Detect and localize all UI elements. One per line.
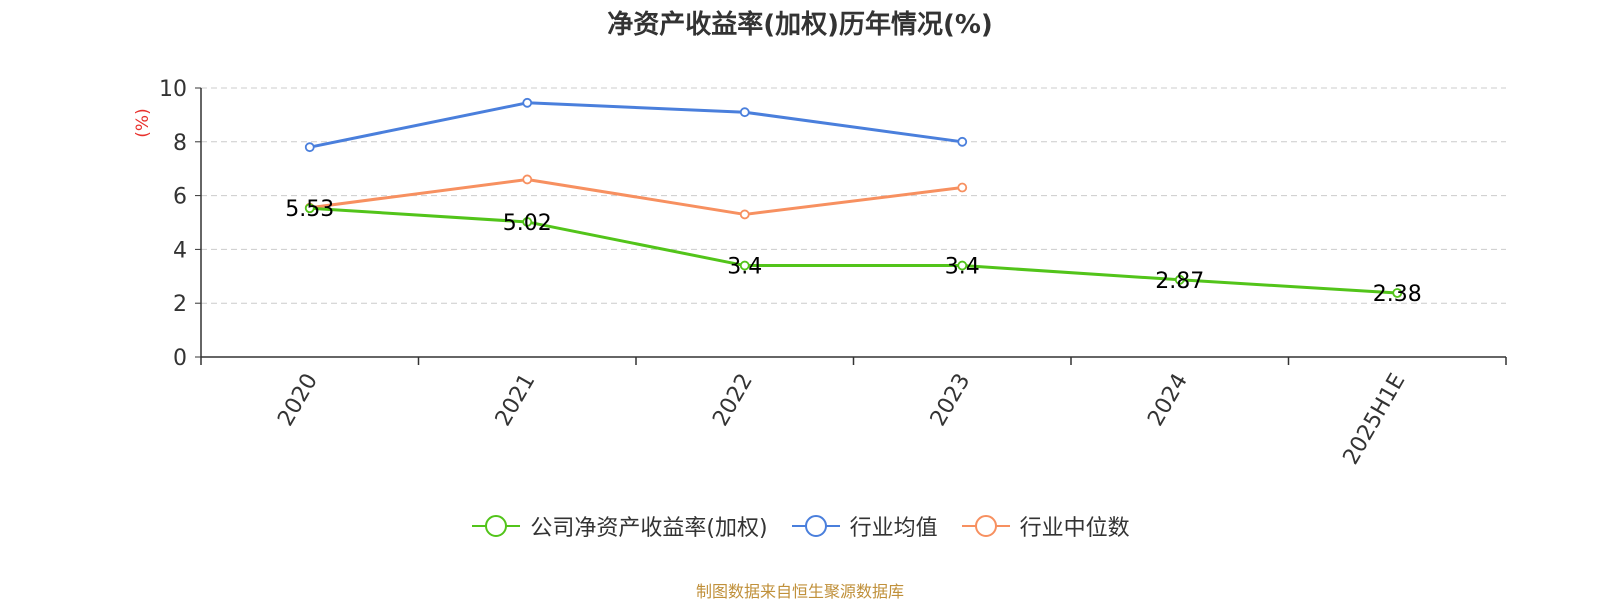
chart-title: 净资产收益率(加权)历年情况(%) <box>607 10 993 40</box>
data-label-company: 3.4 <box>727 255 762 280</box>
x-tick-label: 2025H1E <box>1339 370 1411 469</box>
x-tick-label: 2020 <box>273 370 323 431</box>
y-tick-label: 6 <box>173 185 187 210</box>
data-label-company: 2.38 <box>1373 282 1422 307</box>
data-label-company: 5.02 <box>503 211 552 236</box>
data-point-company <box>957 260 968 271</box>
y-axis-title: (%) <box>133 108 153 137</box>
legend: 公司净资产收益率(加权) 行业均值 行业中位数 <box>0 510 1600 542</box>
data-point-industry-median <box>739 209 750 220</box>
data-label-company: 3.4 <box>945 255 980 280</box>
data-point-industry-avg <box>739 107 750 118</box>
data-point-industry-median <box>522 174 533 185</box>
y-tick-label: 4 <box>173 238 187 263</box>
series-line-company <box>309 206 1398 295</box>
data-point-industry-median <box>957 182 968 193</box>
legend-label-company: 公司净资产收益率(加权) <box>530 516 768 541</box>
source-note: 制图数据来自恒生聚源数据库 <box>695 582 904 601</box>
legend-marker-company <box>472 515 521 537</box>
series-line-industry-avg <box>309 101 963 149</box>
x-tick-label: 2024 <box>1143 370 1193 431</box>
y-tick-label: 2 <box>173 292 187 317</box>
x-tick-label: 2021 <box>491 370 541 431</box>
data-point-industry-avg <box>957 136 968 147</box>
y-tick-label: 8 <box>173 131 187 156</box>
data-point-industry-avg <box>522 97 533 108</box>
data-label-company: 2.87 <box>1155 269 1204 294</box>
legend-item-industry-avg[interactable]: 行业均值 <box>790 510 938 542</box>
data-point-company <box>1392 288 1403 298</box>
legend-label-industry-median: 行业中位数 <box>1019 516 1130 541</box>
y-tick-label: 0 <box>173 346 187 371</box>
legend-marker-industry-median <box>961 515 1010 537</box>
legend-label-industry-avg: 行业均值 <box>849 516 938 541</box>
data-point-company <box>1174 274 1185 285</box>
x-tick-label: 2023 <box>926 370 976 431</box>
data-point-company <box>522 217 533 227</box>
legend-item-industry-median[interactable]: 行业中位数 <box>960 510 1130 542</box>
legend-marker-industry-avg <box>791 515 840 537</box>
data-label-company: 5.53 <box>285 197 334 222</box>
data-point-industry-avg <box>304 142 315 153</box>
data-point-company <box>304 203 315 214</box>
x-tick-label: 2022 <box>708 370 758 431</box>
y-tick-label: 10 <box>159 77 187 102</box>
series-line-industry-median <box>309 177 963 216</box>
legend-item-company[interactable]: 公司净资产收益率(加权) <box>470 510 768 542</box>
data-point-company <box>739 260 750 271</box>
